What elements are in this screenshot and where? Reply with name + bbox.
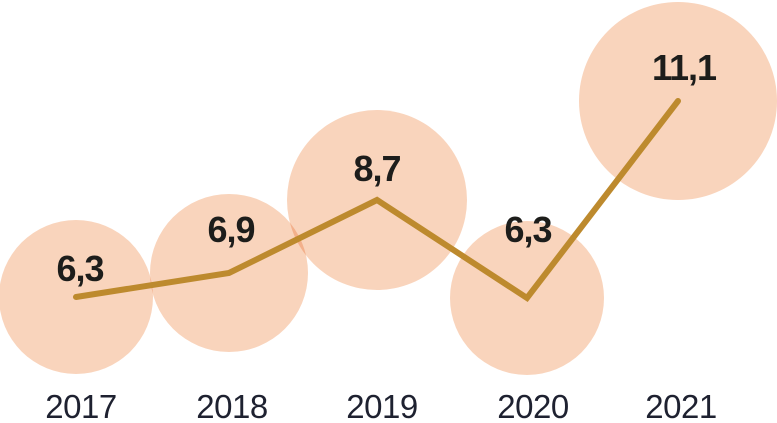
x-tick-2017: 2017 [45, 388, 117, 423]
value-label-2019: 8,7 [353, 148, 401, 189]
value-label-2021: 11,1 [651, 47, 717, 88]
trend-line [73, 98, 681, 303]
value-label-2017: 6,3 [56, 248, 104, 289]
x-tick-2018: 2018 [196, 388, 268, 423]
value-label-2020: 6,3 [504, 209, 552, 250]
x-tick-2019: 2019 [346, 388, 418, 423]
x-tick-2021: 2021 [645, 388, 717, 423]
x-tick-2020: 2020 [497, 388, 569, 423]
value-label-2018: 6,9 [207, 209, 255, 250]
